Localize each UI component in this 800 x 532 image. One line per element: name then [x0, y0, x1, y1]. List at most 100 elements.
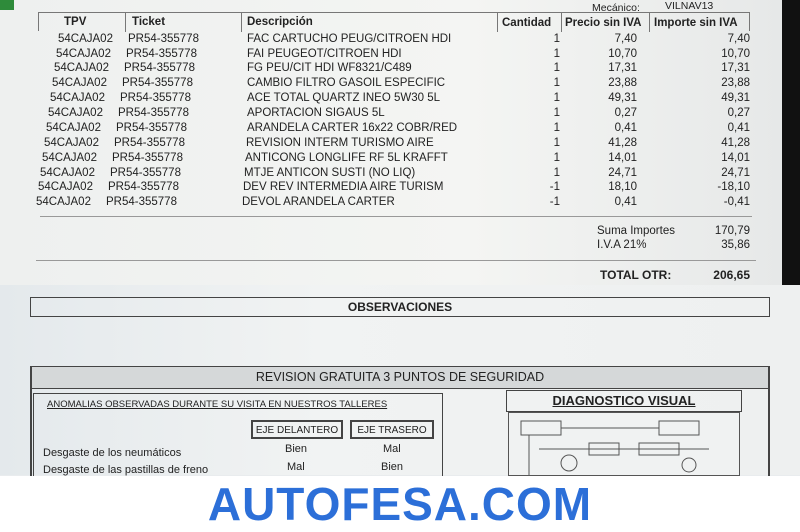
cell-cantidad: 1: [553, 33, 560, 45]
cell-descripcion: FAC CARTUCHO PEUG/CITROEN HDI: [247, 33, 452, 45]
row-value: Mal: [287, 461, 305, 473]
cell-precio: 10,70: [608, 48, 637, 60]
cell-importe: -0,41: [723, 196, 750, 208]
cell-precio: 0,41: [614, 122, 637, 134]
cell-tpv: 54CAJA02: [44, 137, 99, 149]
cell-ticket: PR54-355778: [128, 33, 199, 45]
col-tpv: TPV: [64, 16, 87, 28]
cell-precio: 7,40: [614, 33, 637, 45]
cell-importe: 23,88: [721, 77, 750, 89]
iva-value: 35,86: [721, 239, 750, 251]
cell-tpv: 54CAJA02: [52, 77, 107, 89]
cell-ticket: PR54-355778: [116, 122, 187, 134]
mecanico-value: VILNAV13: [665, 0, 714, 12]
cell-descripcion: ARANDELA CARTER 16x22 COBR/RED: [247, 122, 458, 134]
cell-cantidad: 1: [553, 152, 560, 164]
cell-ticket: PR54-355778: [108, 181, 179, 193]
row-value: Bien: [381, 461, 404, 473]
cell-ticket: PR54-355778: [120, 92, 191, 104]
cell-cantidad: 1: [553, 92, 560, 104]
cell-tpv: 54CAJA02: [40, 167, 95, 179]
cell-precio: 23,88: [608, 77, 637, 89]
col-cantidad: Cantidad: [502, 17, 552, 29]
cell-precio: 14,01: [608, 152, 637, 164]
cell-ticket: PR54-355778: [112, 152, 183, 164]
cell-tpv: 54CAJA02: [54, 62, 109, 74]
cell-precio: 17,31: [608, 62, 637, 74]
cell-descripcion: APORTACION SIGAUS 5L: [247, 107, 385, 119]
cell-ticket: PR54-355778: [126, 48, 197, 60]
cell-ticket: PR54-355778: [114, 137, 185, 149]
total-value: 206,65: [713, 268, 750, 282]
cell-cantidad: 1: [553, 137, 560, 149]
mecanico-label: Mecánico:: [592, 2, 640, 14]
cell-precio: 0,27: [614, 107, 637, 119]
table-header: [38, 12, 750, 32]
cell-precio: 24,71: [608, 167, 637, 179]
cell-importe: 49,31: [721, 92, 750, 104]
diagnostico-label: DIAGNOSTICO VISUAL: [552, 393, 696, 408]
cell-ticket: PR54-355778: [122, 77, 193, 89]
cell-importe: 7,40: [727, 33, 750, 45]
dark-edge: [782, 0, 800, 290]
cell-cantidad: 1: [553, 48, 560, 60]
green-corner: [0, 0, 14, 10]
cell-tpv: 54CAJA02: [50, 92, 105, 104]
total-label: TOTAL OTR:: [600, 268, 672, 282]
cell-tpv: 54CAJA02: [42, 152, 97, 164]
cell-tpv: 54CAJA02: [58, 33, 113, 45]
cell-cantidad: 1: [553, 167, 560, 179]
cell-descripcion: CAMBIO FILTRO GASOIL ESPECIFIC: [247, 77, 446, 89]
row-value: Bien: [285, 443, 308, 455]
cell-tpv: 54CAJA02: [56, 48, 111, 60]
row-label: Desgaste de las pastillas de freno: [43, 464, 209, 476]
cell-precio: 18,10: [608, 181, 637, 193]
col-ticket: Ticket: [132, 16, 166, 28]
cell-descripcion: FAI PEUGEOT/CITROEN HDI: [247, 48, 402, 60]
cell-precio: 0,41: [614, 196, 637, 208]
cell-precio: 49,31: [608, 92, 637, 104]
cell-cantidad: 1: [553, 122, 560, 134]
vehicle-diagram: [508, 412, 740, 477]
col-importe: Importe sin IVA: [654, 17, 738, 29]
cell-importe: 14,01: [721, 152, 750, 164]
suma-value: 170,79: [714, 225, 750, 237]
autofesa-logo: AUTOFESA.COM: [0, 476, 800, 532]
cell-importe: 0,41: [727, 122, 750, 134]
cell-importe: -18,10: [717, 181, 750, 193]
eje-delantero: EJE DELANTERO: [251, 420, 343, 439]
cell-descripcion: ANTICONG LONGLIFE RF 5L KRAFFT: [245, 152, 448, 164]
cell-importe: 10,70: [721, 48, 750, 60]
divider: [40, 216, 752, 217]
cell-cantidad: 1: [553, 62, 560, 74]
cell-cantidad: -1: [549, 181, 560, 193]
cell-tpv: 54CAJA02: [38, 181, 93, 193]
cell-importe: 17,31: [721, 62, 750, 74]
cell-importe: 24,71: [721, 167, 750, 179]
cell-descripcion: MTJE ANTICON SUSTI (NO LIQ): [244, 167, 416, 179]
cell-descripcion: ACE TOTAL QUARTZ INEO 5W30 5L: [247, 92, 441, 104]
cell-tpv: 54CAJA02: [46, 122, 101, 134]
observaciones-header: OBSERVACIONES: [30, 297, 770, 317]
cell-descripcion: DEVOL ARANDELA CARTER: [242, 196, 395, 208]
col-descripcion: Descripción: [247, 16, 313, 28]
cell-tpv: 54CAJA02: [36, 196, 91, 208]
suma-label: Suma Importes: [597, 225, 675, 237]
cell-cantidad: -1: [549, 196, 560, 208]
row-value: Mal: [383, 443, 401, 455]
iva-label: I.V.A 21%: [597, 239, 647, 251]
diagnostico-title: DIAGNOSTICO VISUAL: [506, 390, 742, 412]
cell-importe: 41,28: [721, 137, 750, 149]
cell-tpv: 54CAJA02: [48, 107, 103, 119]
cell-descripcion: FG PEU/CIT HDI WF8321/C489: [247, 62, 412, 74]
cell-ticket: PR54-355778: [106, 196, 177, 208]
cell-cantidad: 1: [553, 107, 560, 119]
divider: [36, 260, 756, 261]
cell-ticket: PR54-355778: [110, 167, 181, 179]
cell-ticket: PR54-355778: [124, 62, 195, 74]
cell-ticket: PR54-355778: [118, 107, 189, 119]
cell-importe: 0,27: [727, 107, 750, 119]
invoice-page: [0, 0, 785, 285]
cell-descripcion: DEV REV INTERMEDIA AIRE TURISM: [243, 181, 444, 193]
eje-trasero: EJE TRASERO: [350, 420, 434, 439]
